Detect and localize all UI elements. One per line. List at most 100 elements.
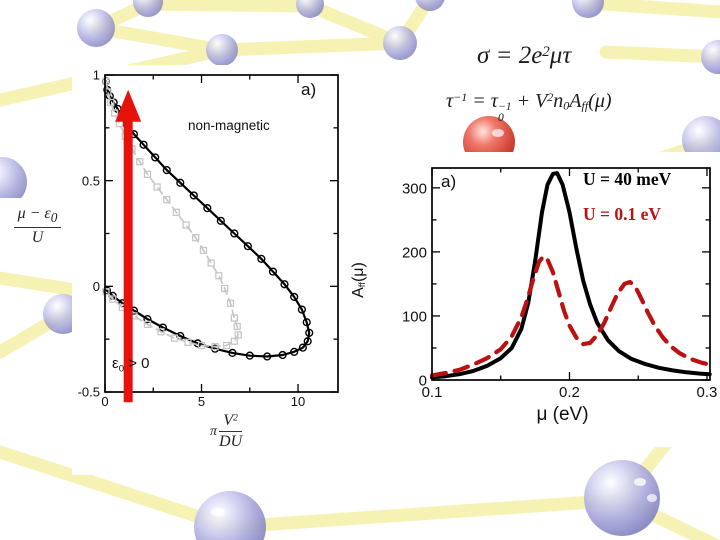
y-tick-label: 0 [419,372,427,389]
series-marker-circle [290,347,299,356]
red-arrow-shaft [123,119,133,403]
x-tick-label: 0.2 [559,384,580,401]
atom-sphere [194,491,266,540]
series-marker-square [207,259,215,267]
legend-entry-u40mev: U = 40 meV [583,169,672,189]
x-tick-label: 5 [198,394,205,409]
atom-sphere [682,116,720,164]
series-marker-circle [162,165,171,175]
series-marker-square [230,314,238,322]
series-marker-square [172,208,181,217]
left-chart-panel: 0 5 10 1 0.5 0 -0.5 a) non-magnetic ε0 > 0 π V… [72,65,345,475]
series-marker-square [182,221,190,229]
series-marker-circle [143,314,152,324]
atom-sphere [77,9,115,47]
equation-text: σ = 2e [477,42,543,69]
equation-conductivity: σ = 2e2μτ [477,42,572,69]
series-marker-circle [230,229,239,238]
series-marker-square [230,337,238,345]
series-marker-circle [243,242,252,251]
y-tick-label: 200 [402,244,427,261]
series-marker-square [157,328,165,336]
series-marker-square [136,157,144,166]
series-marker-circle [298,343,307,352]
atom-sphere [701,40,720,74]
atom-sphere [133,0,163,17]
atom-sphere [206,34,238,66]
series-marker-circle [228,348,237,358]
right-chart-xlabel: μ (eV) [536,404,589,425]
series-marker-circle [290,292,299,302]
series-marker-square [234,331,242,339]
series-marker-square [197,341,206,350]
atom-sphere [296,0,324,18]
x-tick-label: 0 [101,394,108,409]
series-marker-square [163,196,171,204]
series-marker-circle [263,352,272,361]
right-chart-ylabel: Aff(μ) [350,262,368,298]
series-marker-square [153,183,161,191]
series-marker-square [192,234,200,242]
right-panel-label: a) [441,172,457,191]
spectral-function-chart: 0.1 0.2 0.3 0 100 200 300 [402,167,718,401]
series-marker-circle [297,305,307,314]
region-label-nonmagnetic: non-magnetic [188,118,270,133]
series-marker-square [143,170,152,178]
series-marker-circle [158,323,168,332]
series-marker-square [111,109,119,117]
y-tick-label: 0.5 [82,173,100,188]
ylabel-fraction: μ − ε0 U [13,205,62,247]
left-panel-label: a) [301,80,317,99]
series-marker-circle [302,318,311,327]
series-line [430,171,712,380]
series-marker-square [184,338,192,346]
y-tick-label: -0.5 [78,385,100,400]
series-marker-circle [203,204,212,213]
series-marker-square [170,334,179,342]
legend-entry-u01ev: U = 0.1 eV [583,204,662,224]
series-marker-circle [245,351,254,360]
x-tick-label: 0.3 [697,384,718,401]
y-tick-label: 100 [402,308,427,325]
series-marker-square [107,98,115,107]
series-marker-square [226,299,235,307]
series-marker-circle [280,280,289,289]
plot-frame [431,167,711,381]
series-marker-circle [216,216,225,225]
plot-frame [104,74,339,393]
series-marker-circle [268,267,278,276]
series-marker-square [199,246,208,255]
series-marker-square [215,272,223,280]
x-tick-label: 10 [291,394,305,409]
red-arrow-head [115,89,142,122]
series-marker-circle [257,254,266,263]
series-marker-square [211,342,219,351]
series-marker-square [102,287,110,296]
series-marker-circle [278,350,287,360]
series-marker-circle [305,328,314,337]
series-line [429,254,712,378]
left-chart-ylabel: μ − ε0 U [0,198,75,254]
y-tick-label: 0 [93,279,100,294]
series-marker-square [222,341,231,350]
equation-scattering-rate: τ−1 = τ −1 0 + V2n0Aff(μ) [446,90,612,125]
atom-spheres [0,0,720,334]
series-marker-circle [151,153,160,162]
atom-sphere [572,0,604,18]
series-marker-square [109,295,117,303]
y-tick-label: 300 [402,180,427,197]
series-marker-square [221,284,229,293]
atom-sphere [383,26,417,60]
series-marker-circle [303,337,312,346]
series-marker-square [143,320,152,329]
epsilon-annotation: ε0 > 0 [112,355,150,375]
series-marker-circle [176,178,185,187]
atom-sphere [0,157,27,207]
series-marker-circle [139,140,148,149]
atom-sphere [415,0,445,11]
series-marker-square [102,77,110,85]
series-marker-circle [189,191,198,200]
